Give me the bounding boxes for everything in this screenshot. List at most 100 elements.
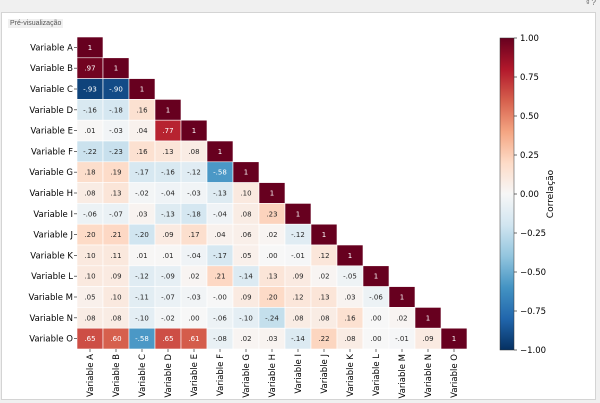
cell-value-label: .12 — [292, 294, 303, 302]
cell-value-label: 1 — [114, 65, 118, 73]
cell-value-label: -.06 — [213, 314, 227, 322]
x-tick-label: Variable H — [268, 354, 278, 398]
y-tick-label: Variable L — [31, 272, 73, 282]
cell-value-label: -.12 — [135, 273, 149, 281]
cell-value-label: .17 — [188, 231, 199, 239]
cell-value-label: .04 — [214, 231, 226, 239]
cell-value-label: .05 — [240, 252, 251, 260]
cell-value-label: -.13 — [213, 190, 227, 198]
x-tick-label: Variable C — [138, 354, 148, 397]
cell-value-label: .08 — [84, 190, 95, 198]
x-tick-label: Variable I — [294, 354, 304, 394]
cell-value-label: 1 — [296, 210, 300, 218]
cell-value-label: -.10 — [239, 314, 253, 322]
cell-value-label: -.12 — [291, 231, 305, 239]
cell-value-label: .08 — [318, 314, 329, 322]
cell-value-label: -.23 — [109, 148, 123, 156]
cell-value-label: .97 — [84, 65, 95, 73]
cell-value-label: 1 — [218, 148, 222, 156]
cell-value-label: .13 — [162, 148, 173, 156]
cell-value-label: -.03 — [187, 294, 201, 302]
cell-value-label: -.07 — [109, 210, 123, 218]
x-tick-label: Variable J — [320, 354, 330, 394]
cell-value-label: .08 — [110, 314, 121, 322]
cell-value-label: .03 — [344, 294, 355, 302]
cell-value-label: .09 — [422, 335, 433, 343]
y-tick-label: Variable I — [33, 210, 73, 220]
cell-value-label: -.03 — [109, 127, 123, 135]
cell-value-label: .19 — [110, 169, 121, 177]
x-tick-label: Variable G — [242, 354, 252, 398]
x-tick-label: Variable B — [112, 354, 122, 397]
cell-value-label: -.08 — [213, 335, 227, 343]
cell-value-label: -.05 — [343, 273, 357, 281]
cell-value-label: -.20 — [135, 231, 149, 239]
cell-value-label: .21 — [110, 231, 121, 239]
cell-value-label: .06 — [240, 231, 252, 239]
cell-value-label: .16 — [136, 106, 148, 114]
x-tick-label: Variable E — [190, 354, 200, 397]
cell-value-label: 1 — [374, 273, 378, 281]
cell-value-label: -.06 — [369, 294, 383, 302]
y-tick-label: Variable K — [30, 251, 73, 261]
cell-value-label: -.02 — [135, 190, 149, 198]
cell-value-label: .10 — [84, 252, 95, 260]
cell-value-label: .09 — [162, 231, 173, 239]
cell-value-label: -.00 — [213, 294, 227, 302]
cell-value-label: 1 — [166, 106, 170, 114]
cell-value-label: -.58 — [135, 335, 149, 343]
x-tick-label: Variable F — [216, 354, 226, 396]
cell-value-label: 1 — [244, 169, 248, 177]
cell-value-label: .00 — [370, 335, 381, 343]
cell-value-label: 1 — [400, 294, 404, 302]
x-tick-label: Variable L — [372, 354, 382, 396]
x-tick-label: Variable D — [164, 354, 174, 398]
y-tick-label: Variable E — [31, 127, 74, 137]
cell-value-label: .18 — [84, 169, 95, 177]
cell-value-label: .02 — [188, 273, 199, 281]
cell-value-label: .02 — [240, 335, 251, 343]
cell-value-label: .20 — [84, 231, 95, 239]
cell-value-label: .10 — [84, 273, 95, 281]
cell-value-label: -.12 — [187, 169, 201, 177]
cell-value-label: -.18 — [187, 210, 201, 218]
y-tick-label: Variable J — [33, 231, 73, 241]
cell-value-label: .60 — [110, 335, 121, 343]
cell-value-label: -.04 — [161, 190, 175, 198]
x-tick-label: Variable N — [424, 354, 434, 397]
cell-value-label: 1 — [140, 86, 144, 94]
cell-value-label: .21 — [214, 273, 225, 281]
cell-value-label: 1 — [88, 44, 92, 52]
cell-value-label: -.58 — [213, 169, 227, 177]
cell-value-label: -.06 — [83, 210, 97, 218]
cell-value-label: .02 — [396, 314, 407, 322]
cell-value-label: .03 — [136, 210, 147, 218]
cell-value-label: .08 — [344, 335, 355, 343]
cell-value-label: 1 — [192, 127, 196, 135]
cell-value-label: .01 — [162, 252, 173, 260]
cell-value-label: .13 — [110, 190, 121, 198]
colorbar-label: Correlação — [546, 169, 556, 218]
x-tick-label: Variable A — [86, 354, 96, 397]
cell-value-label: -.18 — [109, 106, 123, 114]
cell-value-label: -.01 — [395, 335, 409, 343]
cell-value-label: -.02 — [161, 314, 175, 322]
colorbar-tick-label: 1.00 — [520, 34, 539, 44]
cell-value-label: .01 — [136, 252, 147, 260]
x-tick-label: Variable M — [398, 354, 408, 398]
x-tick-label: Variable O — [450, 354, 460, 398]
cell-value-label: .02 — [318, 273, 329, 281]
cell-value-label: .61 — [188, 335, 199, 343]
colorbar-tick-label: −0.50 — [520, 268, 546, 278]
corner-text: ᵍ ? — [586, 0, 596, 7]
cell-value-label: -.04 — [213, 210, 227, 218]
cell-value-label: .16 — [136, 148, 148, 156]
cell-value-label: -.22 — [83, 148, 97, 156]
cell-value-label: -.16 — [161, 169, 175, 177]
cell-value-label: 1 — [426, 314, 430, 322]
cell-value-label: 1 — [322, 231, 326, 239]
cell-value-label: -.11 — [135, 294, 149, 302]
cell-value-label: .23 — [266, 210, 277, 218]
cell-value-label: -.07 — [161, 294, 175, 302]
